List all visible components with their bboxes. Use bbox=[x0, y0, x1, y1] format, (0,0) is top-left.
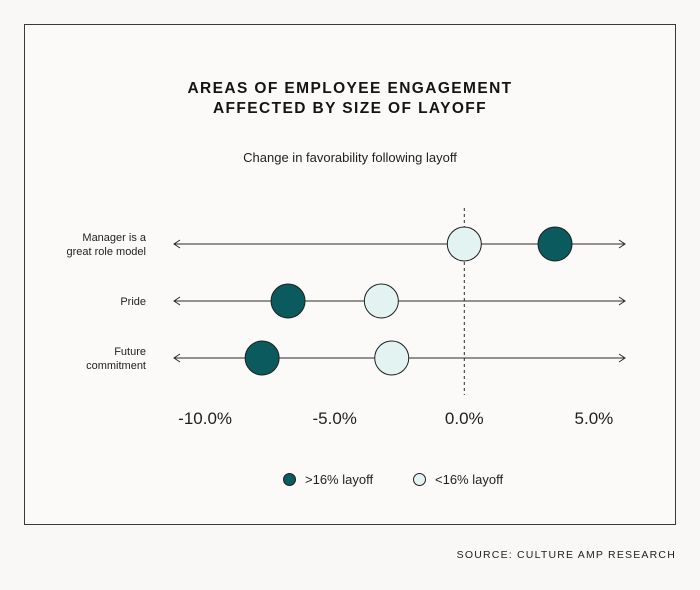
chart-title-line-2: AFFECTED BY SIZE OF LAYOFF bbox=[212, 100, 488, 117]
x-tick-label: -5.0% bbox=[312, 409, 356, 428]
source-note: SOURCE: CULTURE AMP RESEARCH bbox=[456, 549, 676, 561]
category-label: Manager is a bbox=[82, 232, 146, 244]
category-label: commitment bbox=[86, 360, 146, 372]
chart-title-line-1: AREAS OF EMPLOYEE ENGAGEMENT bbox=[187, 80, 513, 97]
category-label: great role model bbox=[67, 246, 147, 258]
dot-large-layoff bbox=[244, 340, 280, 376]
chart-subtitle: Change in favorability following layoff bbox=[243, 150, 457, 165]
left-arrowhead bbox=[173, 353, 181, 363]
left-arrowhead bbox=[173, 296, 181, 306]
dot-small-layoff bbox=[446, 226, 482, 262]
dot-small-layoff bbox=[363, 283, 399, 319]
dot-small-layoff bbox=[374, 340, 410, 376]
category-label: Future bbox=[114, 346, 146, 358]
left-arrowhead bbox=[173, 239, 181, 249]
x-tick-label: 5.0% bbox=[575, 409, 614, 428]
category-label: Pride bbox=[120, 296, 146, 308]
dot-large-layoff bbox=[270, 283, 306, 319]
x-tick-label: 0.0% bbox=[445, 409, 484, 428]
right-arrowhead bbox=[618, 296, 626, 306]
legend-swatch-small-layoff bbox=[413, 472, 426, 486]
chart-panel bbox=[24, 24, 676, 525]
dot-large-layoff bbox=[537, 226, 573, 262]
legend-swatch-large-layoff bbox=[283, 472, 296, 486]
x-tick-label: -10.0% bbox=[178, 409, 232, 428]
legend-item-small-layoff: <16% layoff bbox=[413, 470, 503, 488]
legend-label-small-layoff: <16% layoff bbox=[435, 471, 504, 487]
legend-item-large-layoff: >16% layoff bbox=[283, 470, 373, 488]
right-arrowhead bbox=[618, 239, 626, 249]
legend-label-large-layoff: >16% layoff bbox=[305, 471, 374, 487]
right-arrowhead bbox=[618, 353, 626, 363]
